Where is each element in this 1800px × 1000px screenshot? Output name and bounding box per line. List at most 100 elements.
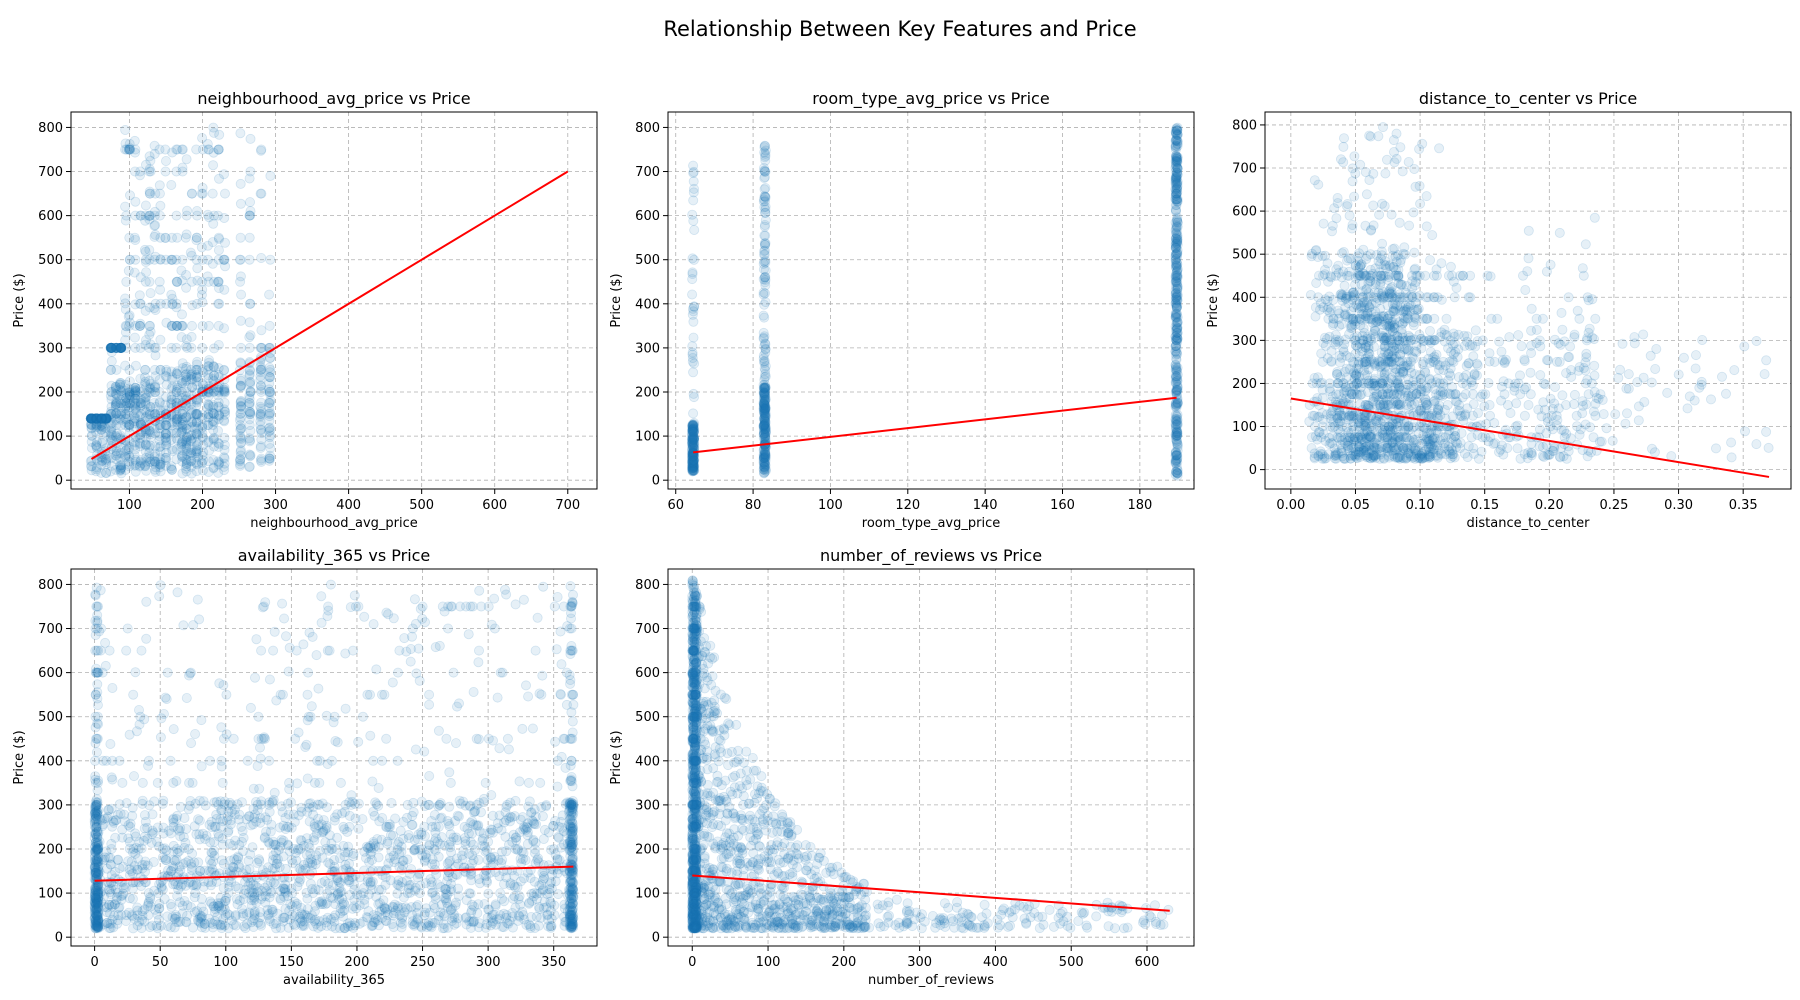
data-point bbox=[235, 412, 246, 423]
data-point bbox=[191, 380, 202, 391]
data-point bbox=[1689, 395, 1700, 406]
data-point bbox=[1408, 443, 1419, 454]
data-point bbox=[1470, 325, 1481, 336]
data-point bbox=[1526, 325, 1537, 336]
data-point bbox=[1450, 431, 1461, 442]
data-point bbox=[129, 418, 140, 429]
data-point bbox=[688, 459, 699, 470]
data-point bbox=[1429, 334, 1440, 345]
data-point bbox=[1519, 384, 1530, 395]
grid-lines bbox=[668, 112, 1194, 489]
data-point bbox=[106, 401, 117, 412]
data-point bbox=[155, 580, 166, 591]
data-point bbox=[1170, 387, 1181, 398]
data-point bbox=[1172, 324, 1183, 335]
data-point bbox=[1172, 449, 1183, 460]
data-point bbox=[121, 408, 132, 419]
data-point bbox=[688, 187, 699, 198]
data-point bbox=[1364, 272, 1375, 283]
data-point bbox=[187, 188, 198, 199]
data-point bbox=[687, 437, 698, 448]
data-point bbox=[758, 429, 769, 440]
data-point bbox=[196, 276, 207, 287]
data-point bbox=[120, 403, 131, 414]
data-point bbox=[1364, 439, 1375, 450]
data-point bbox=[1366, 421, 1377, 432]
data-point bbox=[219, 404, 230, 415]
data-point bbox=[264, 426, 275, 437]
data-point bbox=[688, 450, 699, 461]
data-point bbox=[214, 298, 225, 309]
x-tick-label: 0.20 bbox=[1535, 498, 1564, 513]
data-point bbox=[192, 364, 203, 375]
data-point bbox=[1629, 332, 1640, 343]
data-point bbox=[220, 261, 231, 272]
data-point bbox=[212, 276, 223, 287]
data-point bbox=[1171, 185, 1182, 196]
y-tick-label: 200 bbox=[1232, 377, 1257, 392]
data-point bbox=[218, 365, 229, 376]
data-point bbox=[1327, 220, 1338, 231]
data-point bbox=[208, 361, 219, 372]
data-point bbox=[1385, 319, 1396, 330]
data-point bbox=[172, 366, 183, 377]
data-point bbox=[1336, 154, 1347, 165]
data-point bbox=[1395, 279, 1406, 290]
data-point bbox=[1347, 219, 1358, 230]
data-point bbox=[129, 166, 140, 177]
data-point bbox=[91, 413, 102, 424]
data-point bbox=[1172, 163, 1183, 174]
data-point bbox=[1171, 308, 1182, 319]
data-point bbox=[140, 364, 151, 375]
data-point bbox=[96, 413, 107, 424]
data-point bbox=[1391, 418, 1402, 429]
data-point bbox=[96, 467, 107, 478]
data-point bbox=[96, 417, 107, 428]
data-point bbox=[181, 269, 192, 280]
data-point bbox=[203, 144, 214, 155]
data-point bbox=[144, 210, 155, 221]
data-point bbox=[219, 254, 230, 265]
data-point bbox=[207, 416, 218, 427]
data-point bbox=[91, 421, 102, 432]
data-point bbox=[1346, 389, 1357, 400]
data-point bbox=[760, 449, 771, 460]
data-point bbox=[1388, 305, 1399, 316]
data-point bbox=[1443, 441, 1454, 452]
data-point bbox=[1171, 335, 1182, 346]
data-point bbox=[1523, 399, 1534, 410]
data-point bbox=[1410, 434, 1421, 445]
data-point bbox=[1468, 399, 1479, 410]
data-point bbox=[759, 452, 770, 463]
data-point bbox=[758, 406, 769, 417]
data-point bbox=[1171, 214, 1182, 225]
data-point bbox=[219, 406, 230, 417]
data-point bbox=[125, 144, 136, 155]
data-point bbox=[760, 288, 771, 299]
data-point bbox=[1171, 402, 1182, 413]
data-point bbox=[758, 461, 769, 472]
data-point bbox=[1172, 232, 1183, 243]
data-point bbox=[181, 434, 192, 445]
data-point bbox=[1450, 389, 1461, 400]
data-point bbox=[172, 144, 183, 155]
data-point bbox=[213, 384, 224, 395]
data-point bbox=[1170, 418, 1181, 429]
data-point bbox=[1440, 432, 1451, 443]
data-point bbox=[172, 276, 183, 287]
data-point bbox=[1172, 195, 1183, 206]
data-point bbox=[140, 364, 151, 375]
data-point bbox=[1360, 270, 1371, 281]
data-point bbox=[1443, 388, 1454, 399]
data-point bbox=[155, 364, 166, 375]
data-point bbox=[1171, 220, 1182, 231]
data-point bbox=[140, 210, 151, 221]
data-point bbox=[106, 342, 117, 353]
data-point bbox=[1465, 292, 1476, 303]
data-point bbox=[115, 379, 126, 390]
data-point bbox=[1170, 160, 1181, 171]
data-point bbox=[129, 147, 140, 158]
data-point bbox=[101, 414, 112, 425]
data-point bbox=[1170, 258, 1181, 269]
data-point bbox=[688, 423, 699, 434]
